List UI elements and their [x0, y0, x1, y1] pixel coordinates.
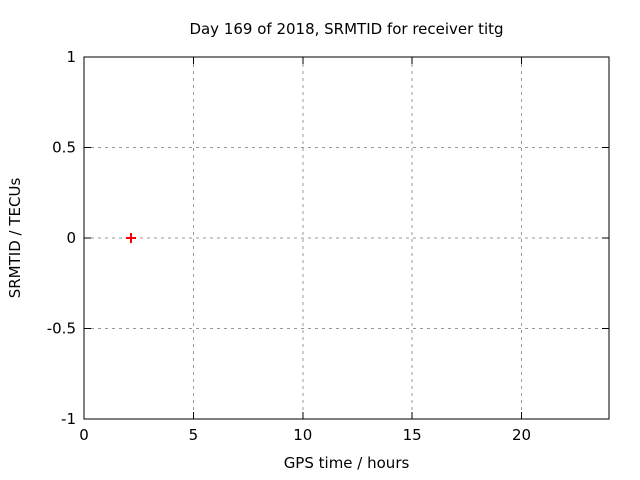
- gridlines: [84, 57, 609, 419]
- y-tick-label: 0.5: [52, 139, 76, 157]
- chart-title: Day 169 of 2018, SRMTID for receiver tit…: [189, 20, 503, 38]
- y-tick-labels: 1 0.5 0 -0.5 -1: [47, 48, 76, 428]
- y-tick-label: -0.5: [47, 320, 76, 338]
- x-tick-label: 10: [293, 426, 312, 444]
- x-tick-label: 0: [79, 426, 89, 444]
- x-axis-label: GPS time / hours: [284, 454, 410, 472]
- x-tick-label: 20: [512, 426, 531, 444]
- y-tick-label: 0: [66, 229, 76, 247]
- y-tick-label: 1: [66, 48, 76, 66]
- x-tick-label: 5: [189, 426, 199, 444]
- data-points: [126, 233, 137, 243]
- y-axis-label: SRMTID / TECUs: [6, 178, 24, 299]
- x-tick-label: 15: [403, 426, 422, 444]
- y-tick-label: -1: [61, 410, 76, 428]
- x-tick-labels: 0 5 10 15 20: [79, 426, 531, 444]
- plot-border: [83, 56, 610, 420]
